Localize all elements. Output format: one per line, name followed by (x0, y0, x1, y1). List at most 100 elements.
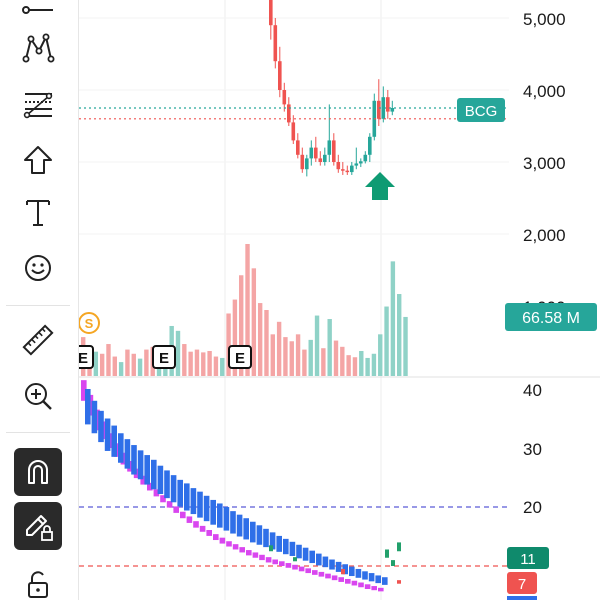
candle-body (332, 140, 336, 162)
earnings-marker[interactable]: E (152, 345, 176, 369)
osc-secondary-bar (331, 575, 338, 581)
osc-primary-bar (349, 566, 355, 577)
volume-bar (131, 353, 136, 376)
volume-bar (359, 350, 364, 376)
osc-secondary-bar (259, 554, 265, 561)
trend-line-icon[interactable] (13, 0, 63, 32)
osc-secondary-bar (325, 573, 331, 579)
osc-primary-bar (137, 450, 144, 480)
volume-bar (232, 299, 238, 376)
volume-bar (264, 310, 269, 376)
volume-badge[interactable]: 66.58 M (505, 303, 597, 331)
osc-primary-bar (236, 514, 243, 537)
candle-body (368, 136, 372, 155)
osc-primary-bar (197, 491, 203, 518)
osc-secondary-bar (226, 541, 232, 547)
volume-bar (201, 352, 206, 376)
candle-body (269, 0, 273, 26)
candle-body (314, 147, 318, 159)
osc-primary-bar (329, 559, 335, 570)
volume-bar (245, 244, 250, 376)
candle-body (386, 97, 390, 112)
osc-secondary-bar (351, 580, 358, 586)
candle-body (354, 163, 359, 166)
candle-body (341, 169, 345, 171)
volume-bar (314, 315, 320, 376)
osc-secondary-bar (81, 380, 87, 401)
osc-secondary-bar (338, 577, 344, 582)
earnings-marker[interactable]: E (228, 345, 252, 369)
candle-body (381, 97, 386, 119)
volume-bar (257, 303, 263, 376)
arrow-shape-icon[interactable] (13, 138, 63, 182)
osc-secondary-bar (272, 559, 278, 565)
earnings-marker-label: E (235, 350, 245, 367)
pattern-icon[interactable] (13, 26, 63, 70)
volume-bar (352, 357, 358, 376)
candle-body (350, 165, 354, 173)
fib-retracement-icon[interactable] (13, 82, 63, 126)
osc-signal-bar (397, 542, 401, 552)
osc-secondary-bar (378, 587, 384, 592)
osc-primary-bar (289, 541, 296, 556)
zoom-in-icon[interactable] (13, 374, 63, 418)
osc-secondary-bar (193, 521, 199, 528)
osc-lower-badge[interactable]: 7 (507, 572, 537, 594)
osc-primary-bar (164, 470, 170, 499)
buy-signal-arrow-icon (365, 172, 395, 200)
volume-bar (403, 316, 408, 376)
volume-bar (384, 306, 389, 376)
oscillator-axis[interactable]: 40 30 20 (523, 381, 542, 517)
candle-body (336, 162, 341, 170)
candle-body (327, 140, 332, 155)
osc-primary-bar (316, 553, 322, 566)
osc-secondary-bar (219, 537, 226, 544)
volume-bar (194, 349, 200, 376)
candle-body (359, 161, 363, 164)
osc-secondary-bar (147, 482, 153, 491)
osc-primary-bar (144, 455, 150, 485)
volume-bar (144, 349, 149, 376)
chart-canvas[interactable]: S E E E 5,000 4,000 3,000 2,000 1,000 BC… (79, 0, 600, 600)
volume-bar (175, 330, 181, 376)
osc-primary-bar (355, 568, 362, 578)
osc-upper-badge[interactable]: 11 (507, 547, 549, 569)
earnings-marker-label: E (159, 350, 169, 367)
volume-bar (207, 350, 212, 376)
osc-primary-bar (151, 459, 157, 490)
price-tick: 4,000 (523, 82, 566, 101)
unlock-icon[interactable] (13, 562, 63, 606)
lock-drawing-icon[interactable] (14, 502, 62, 550)
osc-signal-bar (397, 580, 401, 584)
volume-bar (239, 275, 244, 376)
osc-secondary-bar (285, 563, 292, 568)
volume-bar (99, 353, 105, 376)
emoji-icon[interactable] (13, 246, 63, 290)
earnings-marker-label: E (79, 350, 88, 367)
volume-bar (333, 340, 339, 376)
osc-signal-bar (391, 560, 395, 566)
osc-signal-bar (385, 549, 389, 558)
magnet-icon[interactable] (14, 448, 62, 496)
osc-primary-bar (375, 575, 381, 584)
earnings-marker[interactable]: E (79, 345, 94, 369)
price-tick: 2,000 (523, 226, 566, 245)
ruler-icon[interactable] (13, 318, 63, 362)
price-axis[interactable]: 5,000 4,000 3,000 2,000 1,000 (523, 10, 566, 317)
dividend-marker[interactable]: S (79, 312, 100, 334)
osc-secondary-bar (166, 501, 173, 508)
volume-bar (93, 351, 99, 376)
osc-primary-bar (170, 475, 177, 503)
osc-primary-bar (243, 518, 249, 540)
drawing-toolbar (0, 0, 79, 600)
osc-secondary-bar (265, 557, 272, 563)
toolbar-divider (6, 305, 70, 306)
osc-primary-bar (91, 400, 98, 434)
text-tool-icon[interactable] (13, 190, 63, 234)
symbol-badge-label: BCG (465, 103, 498, 120)
symbol-badge[interactable]: BCG (457, 98, 505, 122)
osc-primary-bar (85, 389, 91, 425)
osc-secondary-bar (305, 568, 311, 574)
dividend-marker-label: S (85, 316, 94, 331)
osc-secondary-bar (298, 566, 305, 572)
